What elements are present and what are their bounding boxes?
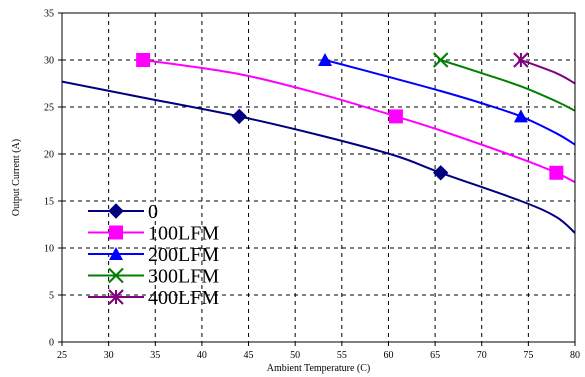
series-1-marker	[549, 165, 564, 180]
series-0-line	[62, 80, 575, 234]
y-tick-label: 5	[49, 291, 54, 302]
x-tick-label: 60	[383, 350, 393, 361]
legend-marker	[109, 225, 123, 240]
y-tick-label: 25	[44, 103, 54, 114]
x-tick-label: 30	[104, 350, 114, 361]
x-tick-label: 65	[430, 350, 440, 361]
x-tick-label: 75	[523, 350, 533, 361]
x-tick-label: 55	[337, 350, 347, 361]
legend-item: 100LFM	[88, 223, 219, 245]
series-markers	[136, 52, 564, 181]
y-tick-label: 10	[44, 244, 54, 255]
series-0-marker	[231, 108, 247, 125]
legend-marker	[108, 289, 124, 305]
series-1-line	[143, 59, 575, 184]
marker-stroke	[108, 267, 124, 284]
y-axis-title: Output Current (A)	[11, 139, 22, 216]
legend-item: 300LFM	[88, 266, 219, 288]
legend-label: 100LFM	[148, 223, 219, 245]
series-3-marker	[432, 52, 449, 68]
legend-label: 200LFM	[148, 244, 219, 266]
series-0-marker	[432, 165, 449, 181]
series-4-line	[520, 59, 575, 85]
legend-label: 300LFM	[148, 266, 219, 288]
x-axis-title: Ambient Temperature (C)	[267, 363, 371, 374]
y-tick-label: 30	[44, 56, 54, 67]
x-tick-label: 25	[57, 350, 67, 361]
x-tick-label: 35	[150, 350, 160, 361]
y-tick-label: 15	[44, 197, 54, 208]
legend-item: 0	[88, 201, 158, 223]
legend-marker	[108, 267, 124, 284]
legend-marker	[108, 203, 124, 219]
x-tick-label: 40	[197, 350, 207, 361]
series-2-line	[324, 59, 575, 146]
series-4-marker	[513, 52, 529, 68]
marker-stroke	[432, 52, 449, 68]
x-tick-label: 45	[244, 350, 254, 361]
x-tick-label: 50	[290, 350, 300, 361]
legend-label: 0	[148, 201, 158, 223]
y-tick-label: 0	[49, 338, 54, 349]
y-tick-label: 35	[44, 9, 54, 20]
axes: 0 5 10 15 20 25 30 35 25 30 35 40 45 50 55 60 65 70 75 80	[44, 9, 580, 362]
y-tick-label: 20	[44, 150, 54, 161]
plot-frame	[61, 12, 576, 343]
series-1-marker	[388, 109, 403, 124]
series-1-marker	[136, 53, 151, 67]
legend-item: 400LFM	[88, 287, 219, 309]
x-tick-label: 80	[570, 350, 580, 361]
series-2-marker	[318, 53, 333, 66]
grid	[62, 13, 575, 342]
series-2-marker	[513, 109, 528, 123]
legend-label: 400LFM	[148, 287, 219, 309]
legend-item: 200LFM	[88, 244, 219, 266]
x-tick-label: 70	[477, 350, 487, 361]
series-lines	[62, 59, 575, 234]
series-3-line	[440, 59, 575, 112]
legend-marker	[109, 247, 123, 260]
